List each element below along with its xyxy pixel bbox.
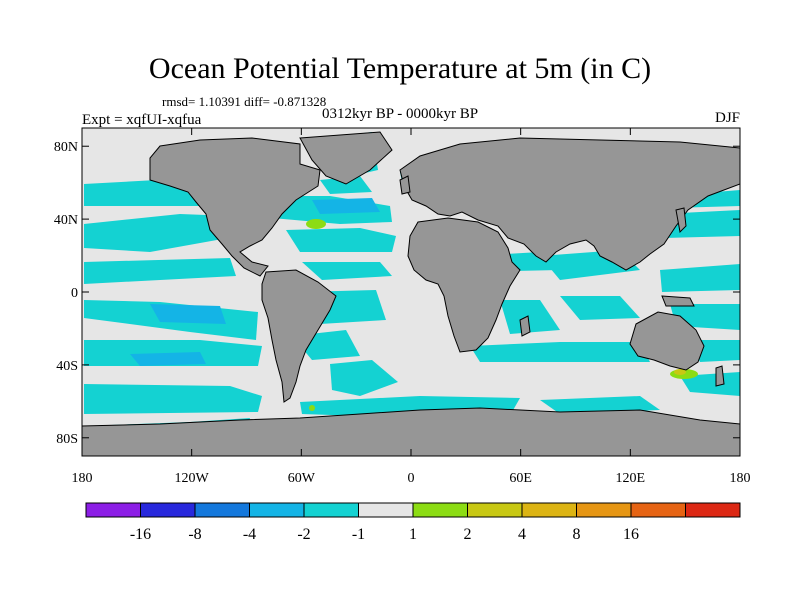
- y-tick-label: 0: [71, 286, 78, 301]
- colorbar-swatch: [467, 502, 523, 518]
- colorbar-label: 2: [464, 526, 472, 543]
- season-label: DJF: [714, 110, 740, 126]
- map-field: [82, 128, 740, 456]
- land-masses: [82, 131, 740, 456]
- colorbar-label: 16: [623, 526, 639, 543]
- y-tick-label: 40N: [54, 213, 78, 228]
- colorbar-label: -8: [188, 526, 201, 543]
- colorbar-swatch: [303, 502, 359, 518]
- chart-title: Ocean Potential Temperature at 5m (in C): [148, 52, 652, 85]
- y-tick-label: 80N: [54, 140, 78, 155]
- y-tick-label: 40S: [56, 359, 78, 374]
- continent-africa: [407, 217, 521, 353]
- colorbar-swatch: [249, 502, 305, 518]
- island-new-guinea: [661, 295, 695, 307]
- colorbar-label: -2: [297, 526, 310, 543]
- colorbar-swatch: [685, 502, 741, 518]
- colorbar-label: -1: [352, 526, 365, 543]
- colorbar-swatch: [412, 502, 468, 518]
- colorbar-label: -16: [130, 526, 151, 543]
- continent-north-america: [149, 137, 321, 277]
- continent-south-america: [261, 269, 337, 403]
- island-madagascar: [519, 315, 531, 337]
- colorbar-swatch: [630, 502, 686, 518]
- warmer-patches: [674, 369, 686, 375]
- x-tick-label: 0: [408, 471, 415, 486]
- y-tick-label: 80S: [56, 432, 78, 447]
- axes: 180 120W 60W 0 60E 120E 180 80N 40N 0 40S 80S: [54, 128, 751, 486]
- rmsd-diff-stats: rmsd= 1.10391 diff= -0.871328: [162, 94, 327, 109]
- x-tick-label: 180: [730, 471, 751, 486]
- island-uk: [399, 175, 411, 195]
- colorbar-label: -4: [243, 526, 256, 543]
- experiment-label: Expt = xqfUI-xqfua: [82, 112, 202, 128]
- colorbar-label: 8: [573, 526, 581, 543]
- island-japan: [675, 207, 687, 234]
- colorbar-swatch: [194, 502, 250, 518]
- x-tick-label: 120E: [616, 471, 646, 486]
- x-tick-label: 60W: [288, 471, 316, 486]
- x-tick-label: 120W: [175, 471, 210, 486]
- colorbar-label: 1: [409, 526, 417, 543]
- colorbar-label: 4: [518, 526, 526, 543]
- continent-antarctica: [82, 407, 740, 456]
- island-new-zealand: [715, 365, 725, 387]
- colorbar-swatch: [576, 502, 632, 518]
- colorbar: -16 -8 -4 -2 -1 1 2 4 8 16: [85, 502, 741, 543]
- continent-eurasia: [399, 137, 740, 271]
- colorbar-swatch: [85, 502, 141, 518]
- colorbar-swatch: [521, 502, 577, 518]
- period-label: 0312kyr BP - 0000kyr BP: [322, 106, 479, 122]
- x-tick-label: 180: [72, 471, 93, 486]
- continent-australia: [629, 311, 705, 371]
- continent-greenland: [299, 131, 393, 185]
- colorbar-swatch: [358, 502, 414, 518]
- x-tick-label: 60E: [509, 471, 532, 486]
- colorbar-swatch: [140, 502, 196, 518]
